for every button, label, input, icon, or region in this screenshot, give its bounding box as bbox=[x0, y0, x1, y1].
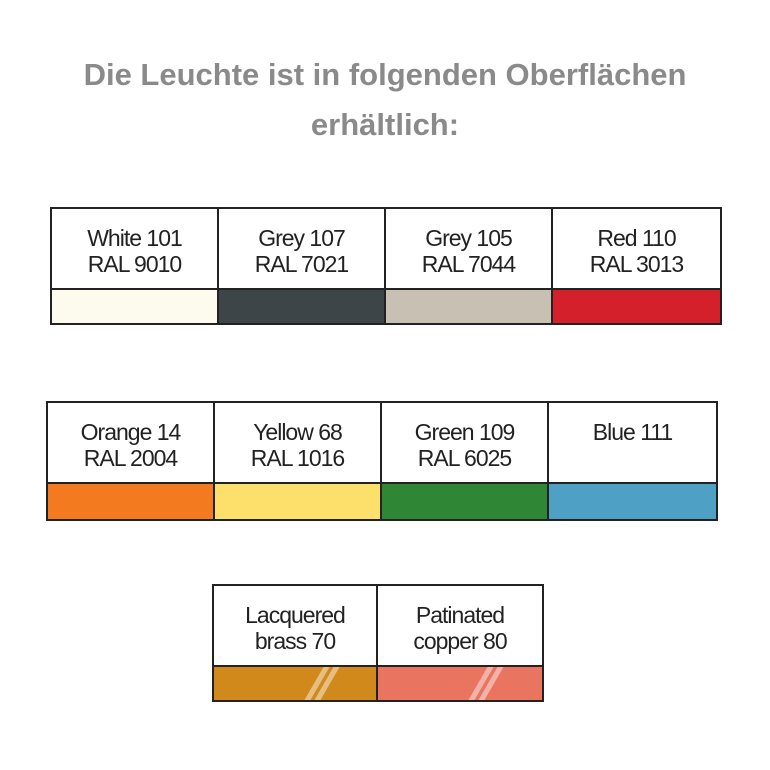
swatch-label: Green 109 RAL 6025 bbox=[382, 403, 547, 482]
swatch-label: Grey 107 RAL 7021 bbox=[219, 209, 384, 288]
label-line: Lacquered bbox=[245, 602, 346, 628]
color-swatch bbox=[215, 482, 380, 519]
label-line: Blue 111 bbox=[592, 419, 673, 445]
color-swatch bbox=[48, 482, 213, 519]
label-line: RAL 1016 bbox=[250, 445, 345, 471]
swatch-cell: Patinated copper 80 bbox=[378, 586, 542, 700]
label-line: RAL 9010 bbox=[87, 251, 182, 277]
label-line: RAL 6025 bbox=[417, 445, 512, 471]
swatch-cell: Green 109 RAL 6025 bbox=[382, 403, 549, 519]
swatch-row: White 101 RAL 9010 Grey 107 RAL 7021 Grey 10… bbox=[50, 207, 722, 325]
swatch-row: Orange 14 RAL 2004 Yellow 68 RAL 1016 Green … bbox=[46, 401, 718, 521]
label-line: Patinated bbox=[415, 602, 505, 628]
swatch-cell: White 101 RAL 9010 bbox=[52, 209, 219, 323]
label-line: Grey 107 bbox=[258, 225, 346, 251]
color-swatch bbox=[386, 288, 551, 323]
color-swatch bbox=[52, 288, 217, 323]
label-line: RAL 7044 bbox=[421, 251, 516, 277]
color-swatch bbox=[382, 482, 547, 519]
label-line: RAL 2004 bbox=[83, 445, 178, 471]
label-line: Grey 105 bbox=[425, 225, 513, 251]
label-line: RAL 7021 bbox=[254, 251, 349, 277]
label-line: Red 110 bbox=[597, 225, 676, 251]
label-line: copper 80 bbox=[413, 628, 507, 654]
color-swatch bbox=[378, 665, 542, 700]
label-line: Yellow 68 bbox=[253, 419, 343, 445]
color-swatch bbox=[214, 665, 376, 700]
label-line: White 101 bbox=[87, 225, 183, 251]
label-line: brass 70 bbox=[254, 628, 336, 654]
swatch-cell: Grey 107 RAL 7021 bbox=[219, 209, 386, 323]
swatch-cell: Yellow 68 RAL 1016 bbox=[215, 403, 382, 519]
swatch-cell: Grey 105 RAL 7044 bbox=[386, 209, 553, 323]
swatch-cell: Red 110 RAL 3013 bbox=[553, 209, 720, 323]
color-swatch bbox=[549, 482, 716, 519]
swatch-label: Red 110 RAL 3013 bbox=[553, 209, 720, 288]
swatch-label: Patinated copper 80 bbox=[378, 586, 542, 665]
swatch-label: Lacquered brass 70 bbox=[214, 586, 376, 665]
swatch-label: Orange 14 RAL 2004 bbox=[48, 403, 213, 482]
swatch-label: Grey 105 RAL 7044 bbox=[386, 209, 551, 288]
swatch-label: White 101 RAL 9010 bbox=[52, 209, 217, 288]
color-swatch bbox=[219, 288, 384, 323]
swatch-cell: Blue 111 bbox=[549, 403, 716, 519]
title: Die Leuchte ist in folgenden Oberflächen… bbox=[83, 57, 687, 142]
color-swatch bbox=[553, 288, 720, 323]
label-line: Orange 14 bbox=[80, 419, 182, 445]
swatch-label: Yellow 68 RAL 1016 bbox=[215, 403, 380, 482]
label-line: Green 109 bbox=[414, 419, 516, 445]
swatch-cell: Lacquered brass 70 bbox=[214, 586, 378, 700]
label-line: RAL 3013 bbox=[589, 251, 684, 277]
swatch-label: Blue 111 bbox=[549, 403, 716, 482]
swatch-row: Lacquered brass 70 Patinated copper 80 bbox=[212, 584, 544, 702]
swatch-cell: Orange 14 RAL 2004 bbox=[48, 403, 215, 519]
